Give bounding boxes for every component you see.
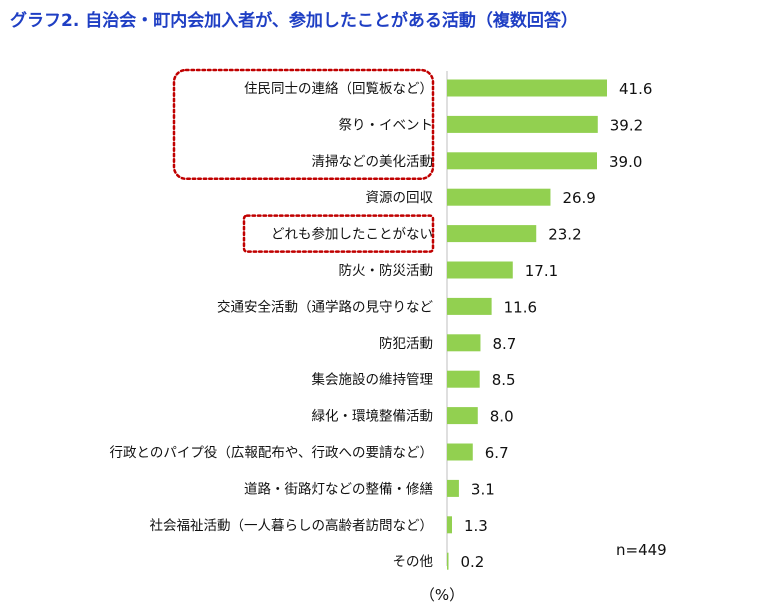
value-label: 1.3 [464, 517, 488, 535]
bar [447, 479, 459, 497]
value-label: 3.1 [471, 480, 495, 498]
value-label: 41.6 [619, 80, 652, 98]
category-label: 集会施設の維持管理 [312, 372, 434, 388]
value-label: 6.7 [485, 444, 509, 462]
category-label: 資源の回収 [366, 190, 434, 206]
bar [447, 443, 473, 461]
bar [447, 225, 537, 243]
category-label: 防犯活動 [379, 336, 433, 352]
bar [447, 334, 481, 352]
value-label: 11.6 [504, 298, 537, 316]
category-label: 行政とのパイプ役（広報配布や、行政への要請など） [110, 445, 433, 461]
category-label: 緑化・環境整備活動 [312, 409, 434, 425]
value-label: 8.7 [492, 335, 516, 353]
bar [447, 370, 480, 388]
value-label: 23.2 [548, 226, 581, 244]
category-label: 道路・街路灯などの整備・修繕 [244, 480, 433, 497]
unit-label: （%） [420, 586, 464, 604]
category-label: 住民同士の連絡（回覧板など） [244, 80, 433, 97]
bar [447, 407, 478, 425]
bar [447, 261, 513, 279]
bar [447, 152, 597, 170]
sample-note: n=449 [616, 541, 667, 559]
value-label: 39.0 [609, 153, 642, 171]
value-label: 17.1 [525, 262, 558, 280]
value-label: 8.0 [490, 408, 514, 426]
bar [447, 115, 598, 133]
category-label: 社会福祉活動（一人暮らしの高齢者訪問など） [150, 517, 434, 534]
bar [447, 297, 492, 315]
value-label: 26.9 [562, 189, 595, 207]
value-label: 8.5 [492, 371, 516, 389]
bar [447, 516, 452, 534]
bar [447, 188, 551, 206]
category-label: どれも参加したことがない [271, 226, 433, 243]
chart-title: グラフ2. 自治会・町内会加入者が、参加したことがある活動（複数回答） [10, 11, 578, 31]
value-label: 0.2 [461, 553, 485, 571]
bar [447, 552, 449, 570]
bar [447, 79, 607, 97]
highlight-box [172, 68, 435, 181]
highlight-box [242, 214, 435, 253]
category-label: 交通安全活動（通学路の見守りなど [217, 298, 433, 315]
category-label: その他 [393, 554, 434, 570]
value-label: 39.2 [610, 116, 643, 134]
category-label: 祭り・イベント [339, 117, 434, 133]
category-label: 清掃などの美化活動 [312, 153, 434, 170]
category-label: 防火・防災活動 [339, 263, 434, 279]
